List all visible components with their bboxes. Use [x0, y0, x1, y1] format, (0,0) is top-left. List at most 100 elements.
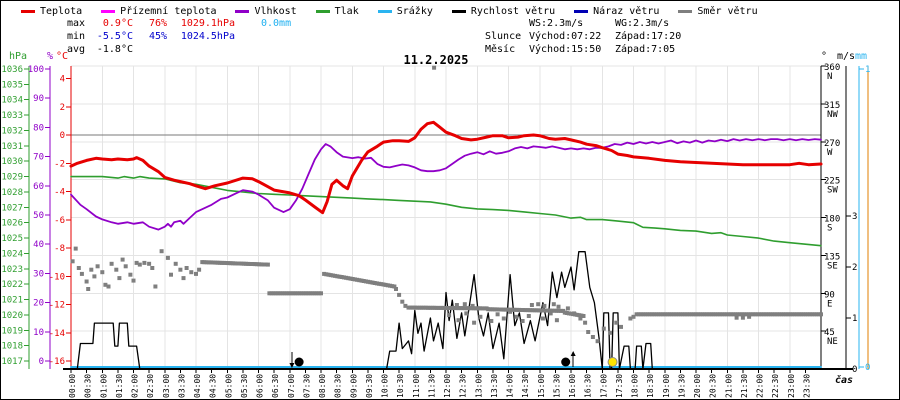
direction-axis-header: ° [821, 51, 827, 62]
legend-item: Srážky [377, 6, 433, 17]
wind-direction-point [566, 311, 571, 316]
wind-direction-point [70, 259, 75, 264]
time-tick-label: 21:00 [724, 374, 733, 398]
precip-tick-label: 0 [865, 363, 870, 373]
wind-direction-point [297, 291, 302, 296]
temperature-tick-label: -12 [49, 301, 65, 311]
wind-direction-point [114, 267, 119, 272]
wind-direction-point [687, 312, 692, 317]
wind-direction-point [299, 291, 304, 296]
wind-direction-point [350, 277, 355, 281]
legend-swatch [377, 10, 392, 13]
wind-direction-point [559, 308, 563, 313]
wind-direction-point [669, 312, 674, 317]
wind-direction-point [581, 314, 586, 318]
wind-direction-point [539, 308, 544, 313]
wind-direction-point [445, 306, 450, 310]
time-tick-label: 19:30 [677, 374, 686, 398]
wind-direction-point [495, 312, 500, 317]
wind-direction-point [751, 312, 755, 317]
wind-direction-point [628, 316, 633, 321]
wind-direction-point [619, 324, 623, 329]
legend-swatch [235, 10, 250, 13]
wind-direction-point [458, 306, 463, 311]
wind-direction-point [368, 280, 373, 285]
max-pressure: 1029.1hPa [180, 18, 235, 29]
time-tick-label: 11:30 [427, 374, 436, 398]
wind-direction-point [462, 302, 467, 307]
temperature-tick-label: 2 [60, 103, 65, 113]
wind-direction-point [506, 307, 510, 312]
wind-direction-point [246, 261, 251, 266]
wind-direction-point [278, 291, 283, 296]
wind-direction-point [489, 319, 494, 323]
time-tick-label: 00:00 [68, 374, 77, 398]
wind-direction-point [525, 308, 530, 313]
time-axis-label: čas [835, 374, 853, 386]
wind-direction-point [194, 271, 198, 276]
time-tick-label: 01:00 [99, 374, 108, 398]
max-humidity: 76% [148, 18, 167, 29]
wind-direction-point [333, 273, 338, 278]
wind-direction-point [475, 306, 480, 311]
wind-direction-point [441, 305, 446, 310]
wind-direction-point [357, 278, 362, 283]
time-tick-label: 16:30 [584, 374, 593, 398]
wind-direction-point [650, 312, 654, 317]
wind-direction-point [361, 279, 366, 283]
wind-direction-point [704, 312, 709, 317]
wind-direction-point [385, 283, 390, 288]
wind-direction-point [473, 306, 478, 311]
wind-direction-point [261, 262, 266, 267]
wind-direction-point [693, 312, 698, 317]
wind-direction-point [123, 264, 128, 269]
wind-direction-point [711, 312, 716, 317]
time-tick-label: 15:30 [552, 374, 561, 398]
wind-direction-point [252, 262, 257, 267]
wind-direction-point [478, 306, 483, 311]
direction-tick-label: 270 [824, 139, 840, 149]
moon-rise-time: Východ:15:50 [529, 44, 602, 55]
wind-direction-point [465, 306, 470, 311]
wind-direction-point [106, 284, 111, 289]
humidity-tick-label: 80 [33, 123, 44, 133]
wind-direction-point [526, 314, 531, 318]
wind-direction-point [447, 306, 452, 310]
wind-direction-point [464, 311, 469, 316]
wind-direction-point [406, 305, 411, 310]
compass-label: E [827, 299, 832, 309]
humidity-tick-label: 0 [39, 357, 44, 367]
time-tick-label: 16:00 [568, 374, 577, 398]
time-tick-label: 10:00 [381, 374, 390, 398]
humidity-tick-label: 50 [33, 211, 44, 221]
wind-direction-point [586, 330, 591, 334]
wind-direction-point [460, 306, 465, 311]
time-tick-label: 08:30 [334, 374, 343, 398]
wind-direction-point [366, 279, 371, 284]
direction-tick-label: 135 [824, 252, 840, 262]
wind-direction-point [777, 312, 782, 317]
wind-direction-point [514, 307, 519, 312]
time-tick-label: 04:30 [209, 374, 218, 398]
pressure-tick-label: 1025 [1, 234, 23, 244]
wind-direction-point [532, 308, 537, 313]
wind-direction-point [215, 260, 220, 265]
windspeed-axis-header: m/s [837, 51, 855, 62]
wind-direction-point [740, 312, 744, 317]
wind-direction-point [89, 267, 94, 272]
temperature-axis-header: °C [56, 51, 68, 62]
wind-direction-point [808, 312, 812, 317]
wind-direction-point [267, 291, 272, 296]
compass-label: W [827, 148, 833, 158]
wind-direction-point [689, 312, 694, 317]
wind-direction-point [764, 312, 769, 317]
wind-direction-point [408, 305, 413, 310]
legend-item: Rychlost větru [451, 6, 555, 17]
wind-direction-point [523, 308, 528, 313]
stats-avg-row: avg -1.8°C [67, 43, 291, 56]
wind-direction-point [73, 246, 78, 251]
legend-swatch [451, 10, 466, 13]
wind-direction-point [413, 305, 417, 310]
wind-direction-point [434, 305, 439, 310]
time-tick-label: 21:30 [740, 374, 749, 398]
